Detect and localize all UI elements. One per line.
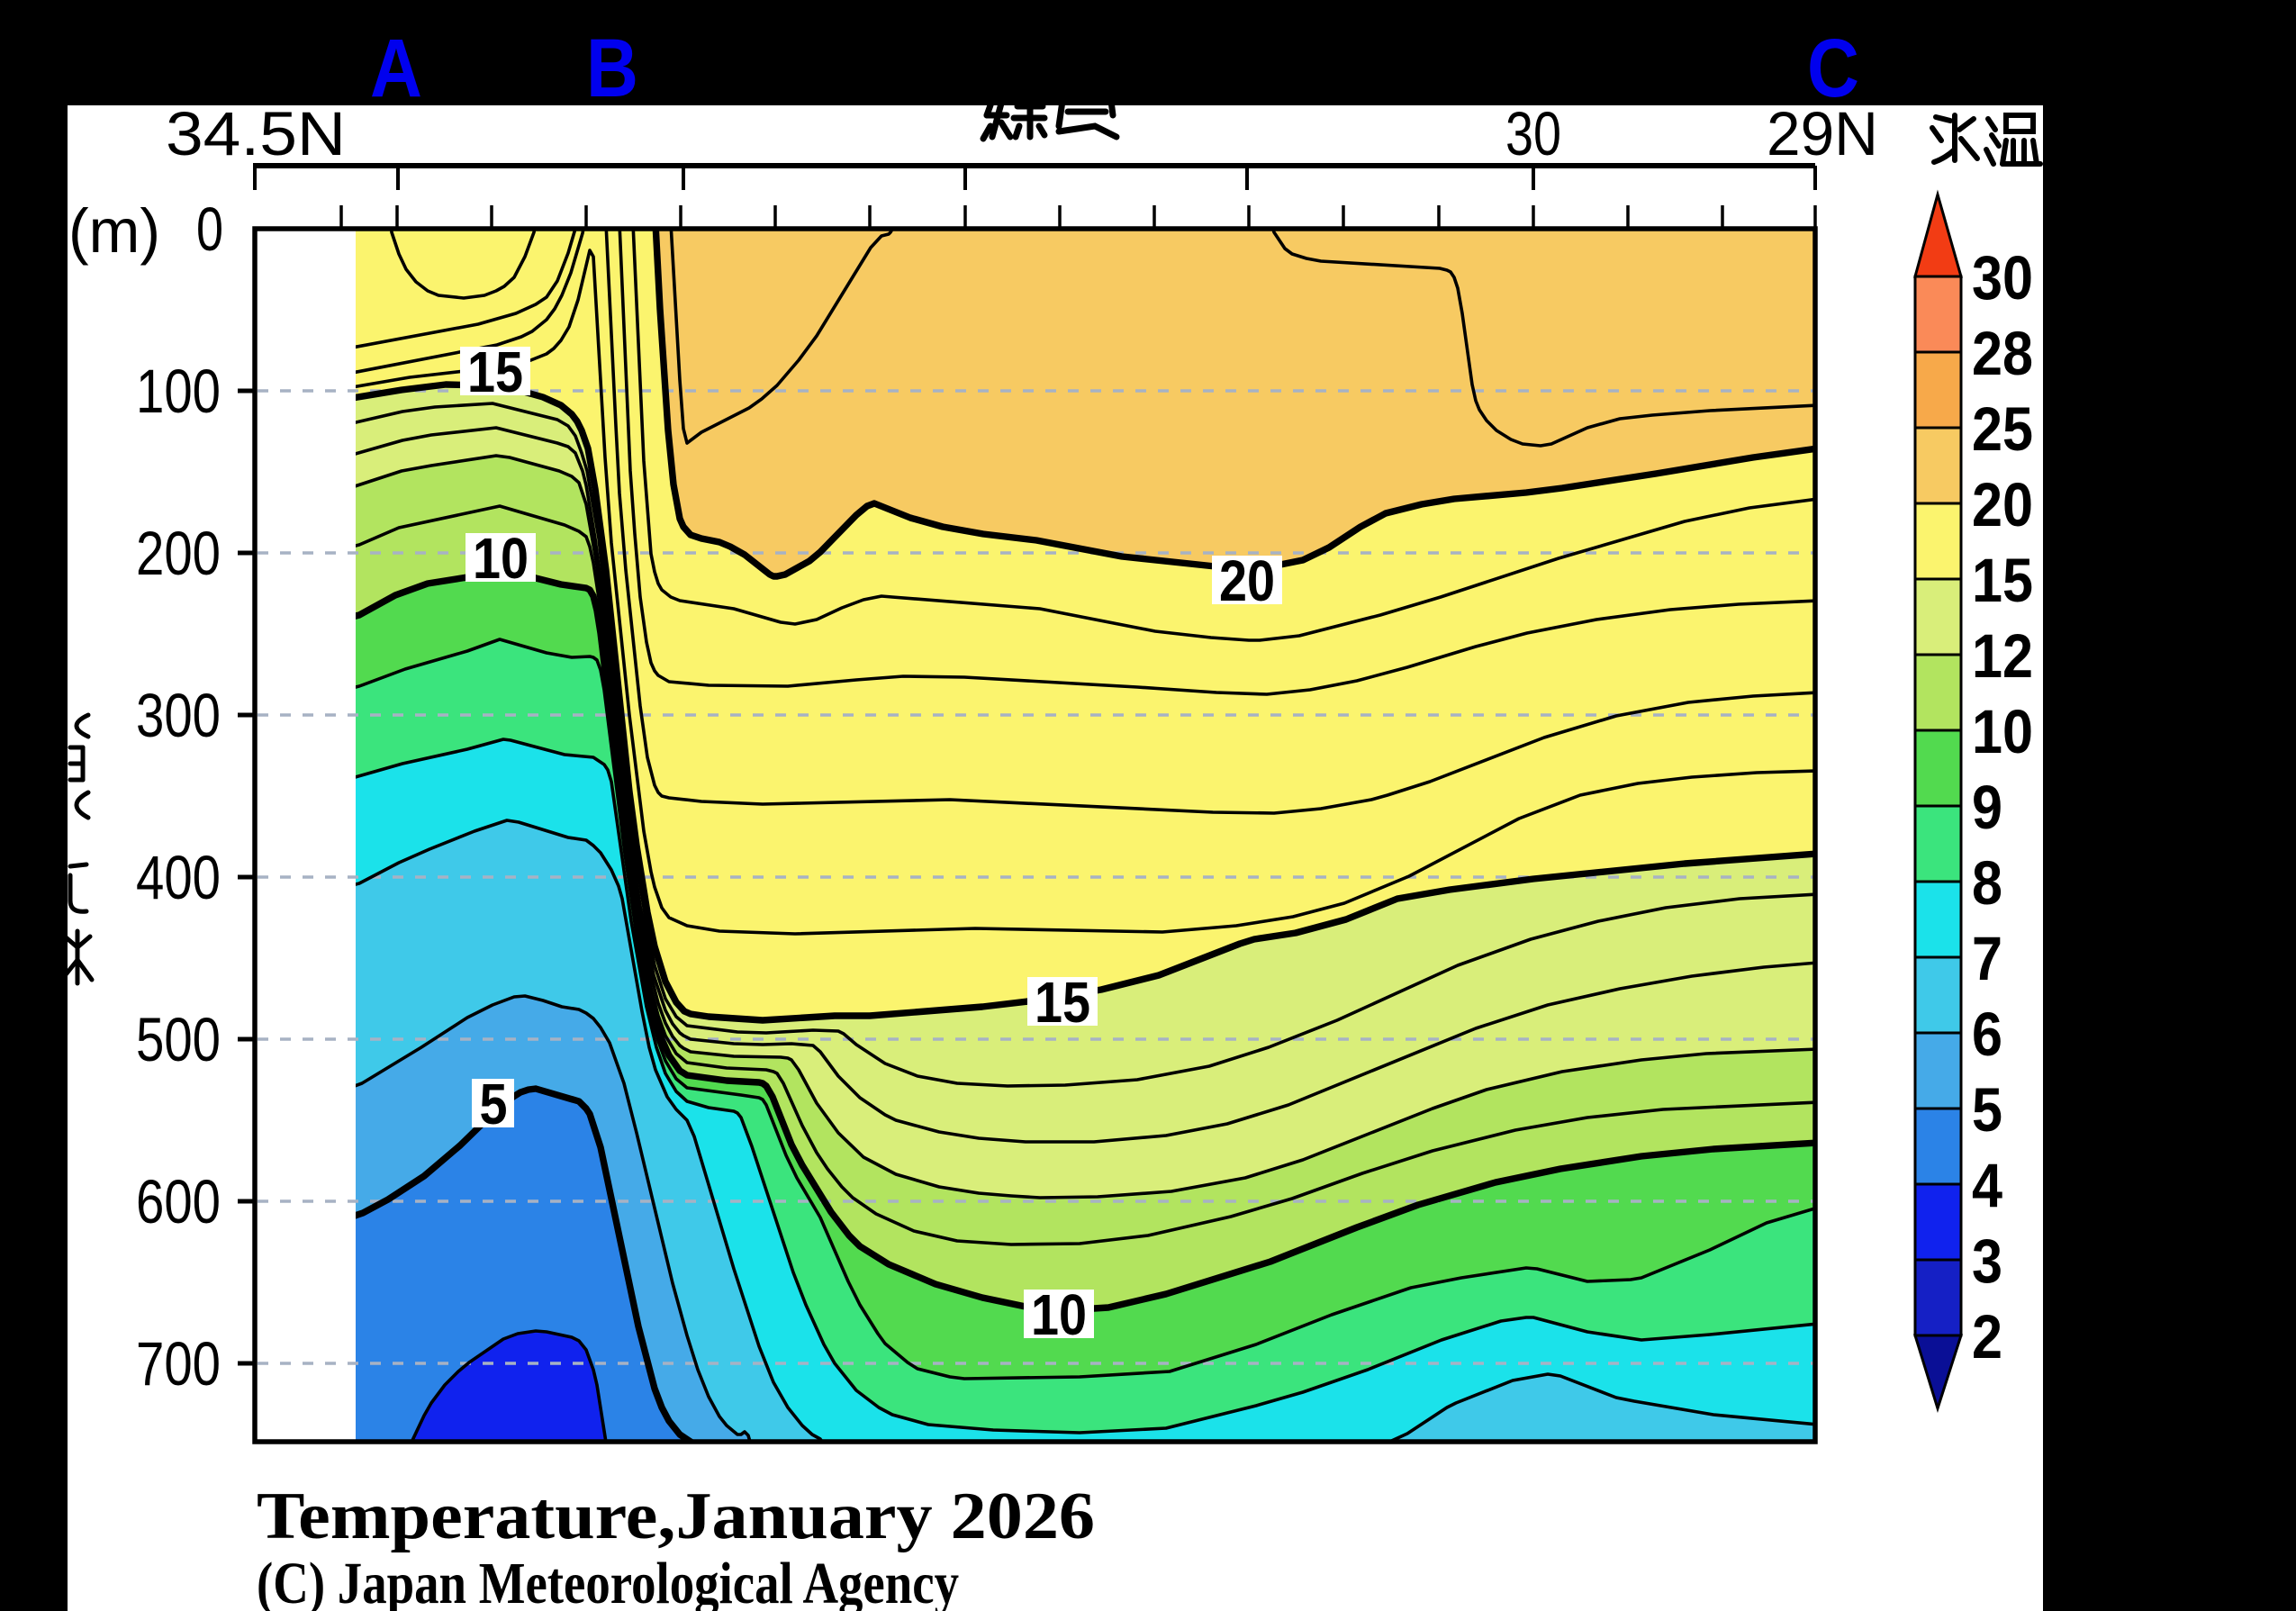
svg-text:10: 10 — [473, 526, 529, 591]
svg-text:34.5N: 34.5N — [166, 99, 346, 168]
svg-text:700: 700 — [136, 1329, 221, 1398]
svg-text:500: 500 — [136, 1005, 221, 1074]
svg-text:A: A — [370, 23, 422, 114]
svg-text:0: 0 — [196, 195, 223, 264]
svg-text:20: 20 — [1972, 470, 2033, 539]
svg-text:30: 30 — [1505, 99, 1561, 168]
svg-text:15: 15 — [1972, 546, 2033, 615]
svg-text:28: 28 — [1972, 319, 2033, 388]
svg-text:20: 20 — [1219, 548, 1275, 613]
svg-text:(m): (m) — [68, 196, 160, 266]
svg-text:9: 9 — [1972, 773, 2002, 842]
svg-text:400: 400 — [136, 843, 221, 912]
svg-text:(C) Japan Meteorological Agenc: (C) Japan Meteorological Agency — [257, 1551, 959, 1611]
svg-text:30: 30 — [1972, 243, 2033, 312]
svg-text:10: 10 — [1031, 1282, 1087, 1347]
svg-text:10: 10 — [1972, 697, 2033, 766]
svg-text:7: 7 — [1972, 924, 2002, 993]
svg-text:15: 15 — [467, 339, 523, 404]
svg-text:3: 3 — [1972, 1226, 2002, 1296]
svg-text:2: 2 — [1972, 1302, 2002, 1371]
svg-text:100: 100 — [136, 357, 221, 426]
svg-text:6: 6 — [1972, 1000, 2002, 1069]
svg-text:25: 25 — [1972, 394, 2033, 464]
svg-text:29N: 29N — [1767, 99, 1878, 168]
svg-text:C: C — [1807, 23, 1859, 114]
svg-text:600: 600 — [136, 1167, 221, 1236]
svg-text:200: 200 — [136, 519, 221, 588]
svg-text:15: 15 — [1035, 970, 1090, 1035]
svg-text:8: 8 — [1972, 848, 2002, 918]
svg-text:5: 5 — [480, 1072, 508, 1136]
svg-text:4: 4 — [1972, 1151, 2002, 1220]
svg-text:B: B — [586, 23, 638, 114]
svg-text:300: 300 — [136, 681, 221, 750]
svg-text:Temperature,January 2026: Temperature,January 2026 — [257, 1480, 1095, 1553]
svg-text:12: 12 — [1972, 621, 2033, 691]
svg-text:5: 5 — [1972, 1075, 2002, 1145]
